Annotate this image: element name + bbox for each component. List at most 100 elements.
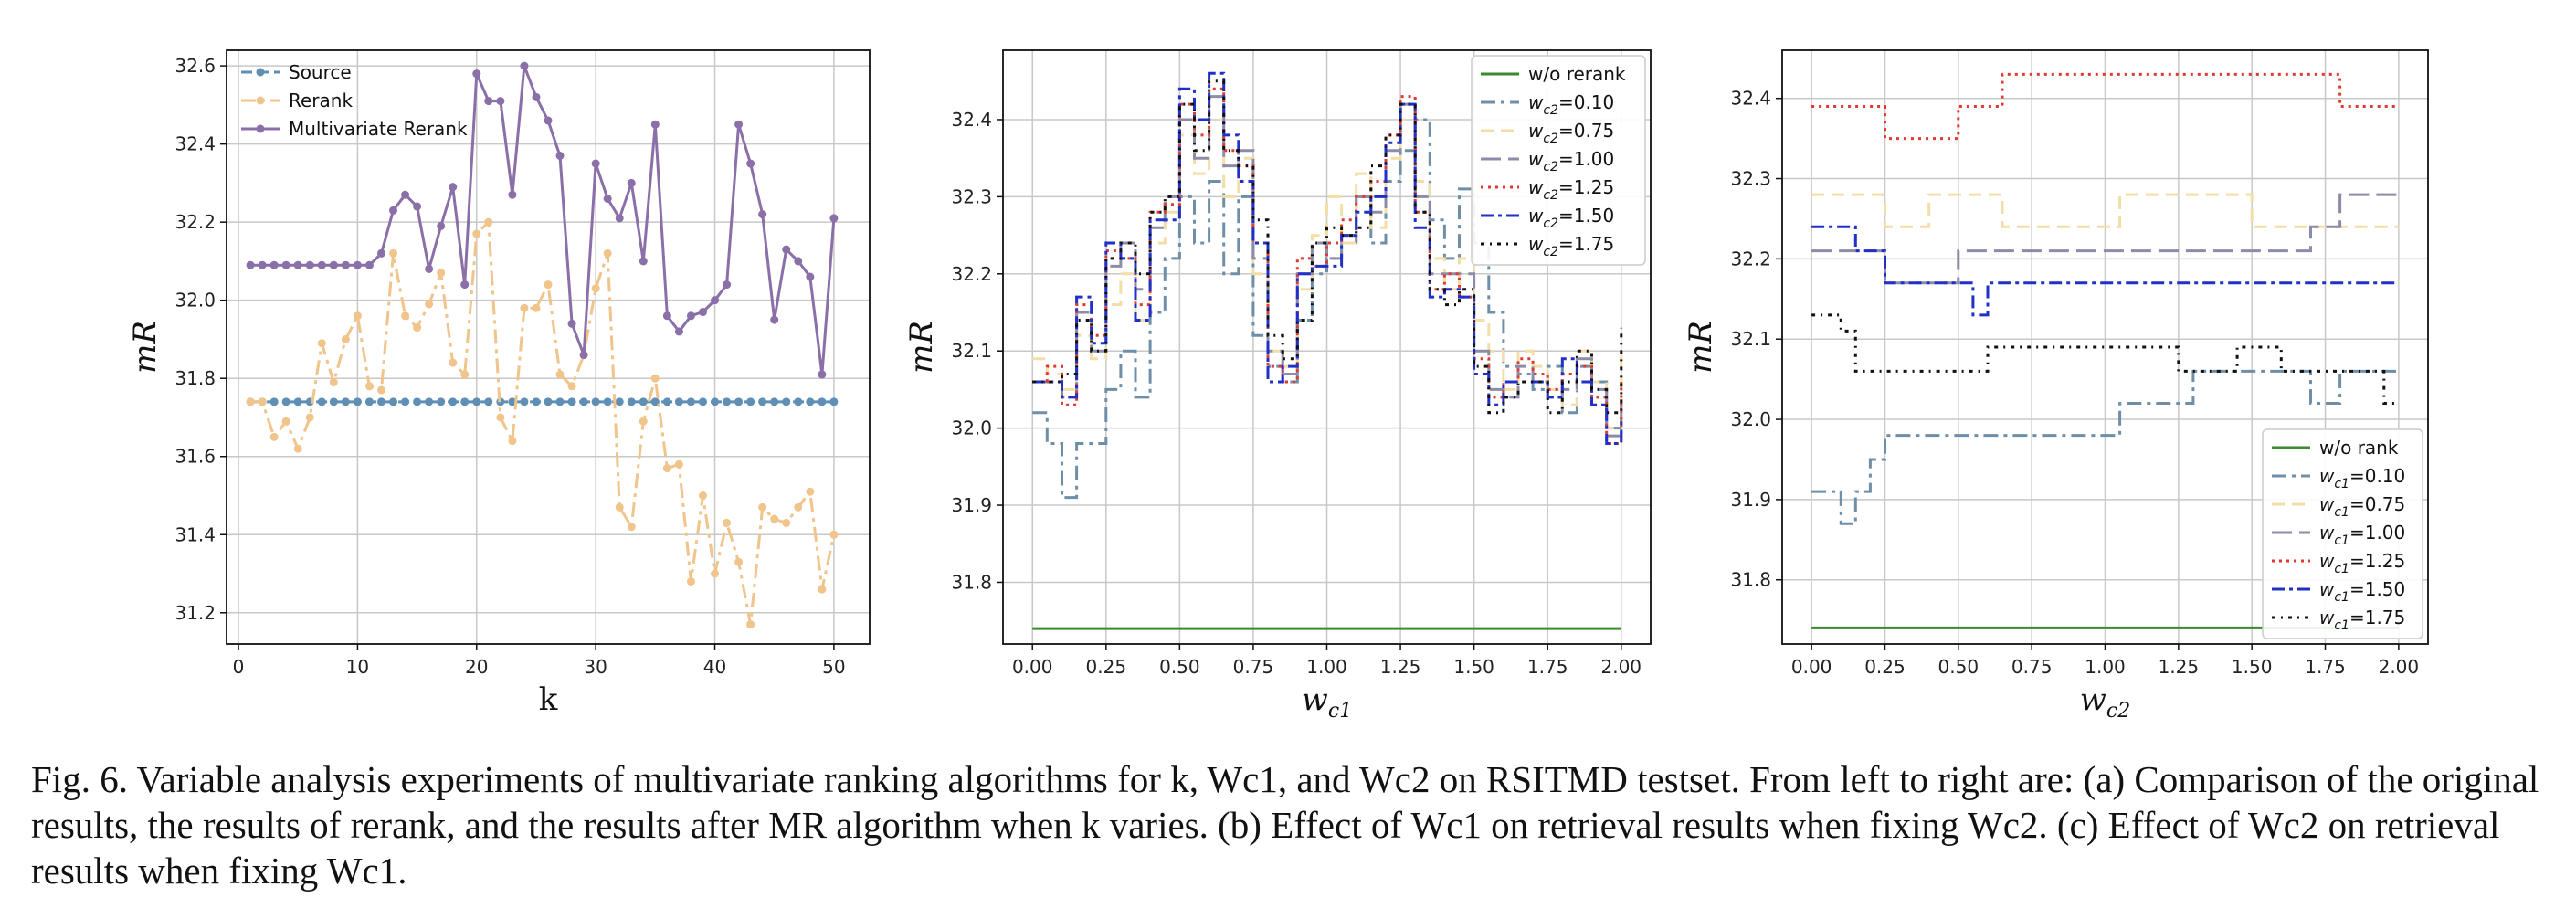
data-point <box>269 397 279 406</box>
data-point <box>281 397 290 406</box>
x-tick-label: 1.25 <box>2159 656 2200 678</box>
data-point <box>734 557 744 566</box>
data-point <box>770 397 779 406</box>
y-tick-label: 32.6 <box>174 55 216 77</box>
data-point <box>794 397 803 406</box>
data-point <box>437 269 446 278</box>
y-tick-label: 32.3 <box>951 185 992 207</box>
data-point <box>281 260 290 269</box>
data-point <box>472 69 481 79</box>
data-point <box>544 280 553 290</box>
data-point <box>364 260 374 269</box>
data-point <box>818 370 827 379</box>
data-point <box>758 210 767 219</box>
y-tick-label: 32.2 <box>1730 248 1771 269</box>
data-point <box>555 151 565 160</box>
x-tick-label: 1.75 <box>1527 656 1568 678</box>
data-point <box>770 315 779 324</box>
data-point <box>293 444 302 453</box>
data-point <box>650 374 660 383</box>
data-point <box>723 280 732 290</box>
data-point <box>508 190 517 199</box>
data-point <box>639 417 648 426</box>
chart-panel-1: 0 10 20 30 40 50 31.2 31.4 31.6 31.8 32.0 32.2 32.4 3… <box>127 49 871 718</box>
legend-label: wc2=1.00 <box>1528 148 1614 174</box>
y-tick-label: 32.2 <box>174 211 216 233</box>
y-tick-label: 32.4 <box>174 133 216 155</box>
legend-label: wc1=0.10 <box>2319 465 2405 491</box>
legend-label: wc2=1.50 <box>1528 205 1614 231</box>
data-point <box>567 382 576 391</box>
data-point <box>650 120 660 129</box>
data-point <box>723 397 732 406</box>
chart-panel-2: 0.00 0.25 0.50 0.75 1.00 1.25 1.50 1.75 2.00 31.8… <box>903 49 1652 723</box>
data-point <box>258 397 267 406</box>
data-point <box>413 202 422 211</box>
figure: 0 10 20 30 40 50 31.2 31.4 31.6 31.8 32.0 32.2 32.4 3… <box>127 49 2429 723</box>
data-point <box>806 487 815 496</box>
series-line-6 <box>1811 225 2399 317</box>
x-tick-label: 0 <box>233 656 245 678</box>
data-point <box>829 530 839 539</box>
x-tick-label: 0.00 <box>1791 656 1832 678</box>
y-axis-label: mR <box>903 321 940 374</box>
legend-label: wc2=1.75 <box>1528 233 1614 259</box>
data-point <box>269 432 279 441</box>
y-tick-label: 32.4 <box>951 109 992 131</box>
data-point <box>662 464 671 473</box>
x-tick-label: 10 <box>346 656 369 678</box>
legend-label: wc2=0.75 <box>1528 120 1614 146</box>
data-point <box>449 183 458 192</box>
data-point <box>639 257 648 266</box>
data-point <box>806 272 815 281</box>
data-point <box>782 518 791 527</box>
caption-label: Fig. 6. <box>31 758 128 800</box>
data-point <box>258 260 267 269</box>
data-point <box>401 397 410 406</box>
data-point <box>758 397 767 406</box>
legend-label: w/o rerank <box>1528 63 1626 85</box>
series-group <box>1032 71 1623 630</box>
data-point <box>686 311 695 321</box>
data-point <box>484 97 493 106</box>
data-point <box>425 397 434 406</box>
data-point <box>591 397 600 406</box>
data-point <box>674 397 683 406</box>
data-point <box>603 248 612 258</box>
data-point <box>818 397 827 406</box>
data-point <box>615 214 624 223</box>
legend-marker <box>256 124 265 133</box>
data-point <box>305 413 314 422</box>
data-point <box>746 159 755 168</box>
x-tick-label: 0.00 <box>1012 656 1053 678</box>
data-point <box>711 397 720 406</box>
x-tick-label: 1.00 <box>1306 656 1347 678</box>
data-point <box>364 397 374 406</box>
data-point <box>341 334 350 343</box>
legend-label: wc2=1.25 <box>1528 176 1614 203</box>
data-point <box>484 397 493 406</box>
data-point <box>329 377 338 386</box>
y-axis-label: mR <box>1683 321 1719 374</box>
data-point <box>674 459 683 469</box>
data-point <box>662 397 671 406</box>
y-tick-label: 32.0 <box>951 417 992 439</box>
data-point <box>376 397 385 406</box>
data-point <box>425 264 434 273</box>
data-point <box>698 308 707 317</box>
data-point <box>591 159 600 168</box>
legend-label: Rerank <box>289 90 353 111</box>
data-point <box>389 397 398 406</box>
data-point <box>615 397 624 406</box>
y-tick-label: 32.3 <box>1730 168 1771 190</box>
x-tick-label: 1.50 <box>2232 656 2273 678</box>
data-point <box>293 260 302 269</box>
y-tick-label: 31.9 <box>1730 489 1771 511</box>
data-point <box>782 245 791 254</box>
data-point <box>376 248 385 258</box>
data-point <box>698 491 707 500</box>
data-point <box>389 248 398 258</box>
x-tick-label: 2.00 <box>2379 656 2420 678</box>
data-point <box>437 221 446 230</box>
data-point <box>329 397 338 406</box>
